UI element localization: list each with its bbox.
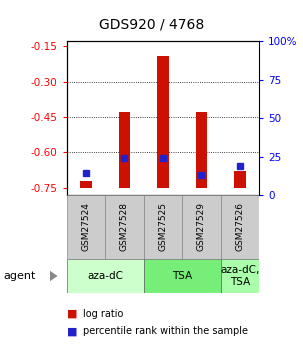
Text: GSM27528: GSM27528 [120, 202, 129, 252]
Bar [182, 195, 221, 259]
Text: ■: ■ [67, 309, 77, 319]
Text: TSA: TSA [172, 271, 192, 281]
Polygon shape [50, 271, 58, 281]
Text: GSM27526: GSM27526 [235, 202, 244, 252]
Bar [118, 112, 130, 188]
Bar [105, 195, 144, 259]
Bar [144, 259, 221, 293]
Bar [67, 195, 105, 259]
Bar [221, 195, 259, 259]
Text: GDS920 / 4768: GDS920 / 4768 [99, 17, 204, 31]
Bar [157, 56, 169, 188]
Text: GSM27524: GSM27524 [82, 203, 90, 251]
Bar [234, 171, 246, 188]
Text: aza-dC: aza-dC [87, 271, 123, 281]
Text: ■: ■ [67, 326, 77, 336]
Bar [67, 259, 144, 293]
Bar [144, 195, 182, 259]
Text: aza-dC,
TSA: aza-dC, TSA [220, 265, 259, 287]
Text: agent: agent [3, 271, 35, 281]
Text: log ratio: log ratio [83, 309, 124, 319]
Text: GSM27529: GSM27529 [197, 202, 206, 252]
Text: GSM27525: GSM27525 [158, 202, 167, 252]
Bar [80, 181, 92, 188]
Bar [195, 112, 207, 188]
Bar [221, 259, 259, 293]
Text: percentile rank within the sample: percentile rank within the sample [83, 326, 248, 336]
